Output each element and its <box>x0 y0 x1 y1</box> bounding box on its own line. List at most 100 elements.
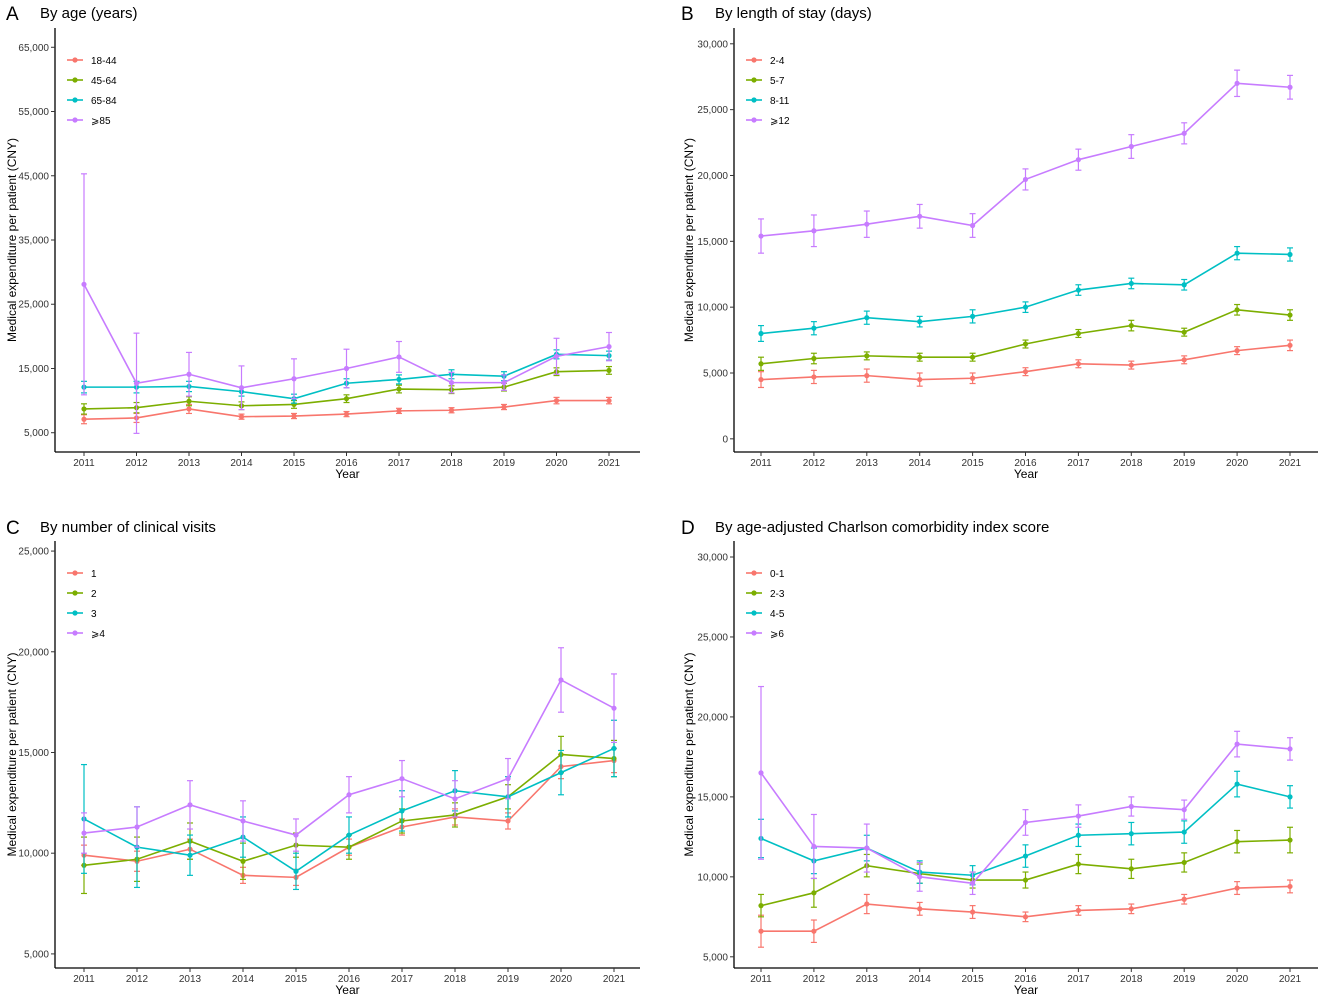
panel-title: By age-adjusted Charlson comorbidity ind… <box>715 519 1049 536</box>
legend-label: 2-4 <box>770 56 785 67</box>
data-point <box>1128 803 1134 810</box>
data-point <box>240 858 246 864</box>
data-point <box>1234 80 1240 86</box>
data-point <box>1128 362 1134 368</box>
x-tick-label: 2017 <box>388 458 411 469</box>
x-tick-label: 2021 <box>1279 974 1302 985</box>
x-tick-label: 2012 <box>803 458 826 469</box>
data-point <box>452 796 458 802</box>
data-point <box>1128 866 1134 872</box>
data-point <box>505 818 511 824</box>
data-point <box>864 315 870 321</box>
data-point <box>811 325 817 331</box>
series-0 <box>758 879 1293 948</box>
data-point <box>970 880 976 886</box>
data-point <box>1287 837 1293 843</box>
data-point <box>1022 819 1029 826</box>
legend-key-point <box>72 570 78 576</box>
x-tick-label: 2021 <box>598 458 621 469</box>
data-point <box>291 413 297 419</box>
data-point <box>396 408 402 414</box>
x-axis-title: Year <box>1014 467 1038 481</box>
panel-letter: B <box>681 4 694 25</box>
x-tick-label: 2011 <box>750 458 772 469</box>
legend-label: ⩾12 <box>770 116 790 127</box>
x-tick-label: 2020 <box>1226 458 1249 469</box>
series-line <box>761 885 1291 933</box>
data-point <box>346 792 352 798</box>
legend-key-point <box>72 610 78 616</box>
data-point <box>1181 329 1187 335</box>
data-point <box>81 830 87 836</box>
x-tick-label: 2016 <box>1014 974 1037 985</box>
data-point <box>1022 176 1029 183</box>
data-point <box>134 824 140 830</box>
data-point <box>1128 831 1134 837</box>
y-tick-label: 15,000 <box>697 237 728 248</box>
data-point <box>81 281 87 287</box>
data-point <box>811 928 817 934</box>
data-point <box>553 353 560 359</box>
data-point <box>186 371 192 377</box>
data-point <box>553 398 560 404</box>
y-tick-label: 55,000 <box>18 107 49 118</box>
x-tick-label: 2020 <box>1226 974 1249 985</box>
legend: 2-4 5-7 8-11 ⩾12 <box>746 56 790 127</box>
data-point <box>501 380 507 386</box>
legend-label: 45-64 <box>91 76 117 87</box>
data-point <box>606 398 612 404</box>
data-point <box>343 411 350 417</box>
x-tick-label: 2019 <box>1173 974 1196 985</box>
x-tick-label: 2016 <box>338 974 361 985</box>
data-point <box>1128 143 1134 150</box>
data-point <box>240 818 246 824</box>
y-axis-title: Medical expenditure per patient (CNY) <box>5 652 19 856</box>
data-point <box>1234 741 1240 747</box>
data-point <box>1287 84 1293 90</box>
panel-title: By length of stay (days) <box>715 5 872 22</box>
series-1 <box>758 826 1293 918</box>
legend-label: ⩾6 <box>770 629 784 640</box>
data-point <box>917 874 923 880</box>
data-point <box>1181 829 1187 835</box>
data-point <box>396 386 402 392</box>
y-tick-label: 0 <box>722 434 728 445</box>
data-point <box>1022 914 1029 920</box>
data-point <box>558 770 564 776</box>
legend-key-point <box>72 57 78 63</box>
x-tick-label: 2015 <box>961 458 984 469</box>
x-tick-label: 2012 <box>803 974 826 985</box>
y-tick-label: 5,000 <box>24 428 49 439</box>
y-tick-label: 20,000 <box>697 712 728 723</box>
data-point <box>1075 861 1081 867</box>
y-tick-label: 45,000 <box>18 171 49 182</box>
x-tick-label: 2019 <box>497 974 520 985</box>
data-point <box>238 414 245 420</box>
data-point <box>1075 287 1081 293</box>
legend-key-point <box>751 570 757 576</box>
x-tick-label: 2016 <box>1014 458 1037 469</box>
series-line <box>760 82 1291 237</box>
x-tick-label: 2012 <box>125 458 148 469</box>
legend-key-point <box>751 117 757 123</box>
data-point <box>501 404 507 410</box>
x-tick-label: 2013 <box>856 458 879 469</box>
series-3 <box>758 685 1293 896</box>
data-point <box>1287 746 1293 752</box>
data-point <box>917 319 923 325</box>
x-tick-label: 2013 <box>856 974 879 985</box>
data-point <box>1075 832 1081 838</box>
data-point <box>1075 813 1081 819</box>
data-point <box>970 313 976 319</box>
x-tick-label: 2017 <box>1067 458 1090 469</box>
series-0 <box>81 396 612 425</box>
legend-key-point <box>751 590 757 596</box>
data-point <box>1234 839 1240 845</box>
series-2 <box>758 245 1293 342</box>
data-point <box>917 213 923 219</box>
data-point <box>758 770 764 776</box>
data-point <box>1287 794 1293 800</box>
x-tick-label: 2011 <box>750 974 772 985</box>
data-point <box>917 376 923 383</box>
data-point <box>917 354 923 360</box>
